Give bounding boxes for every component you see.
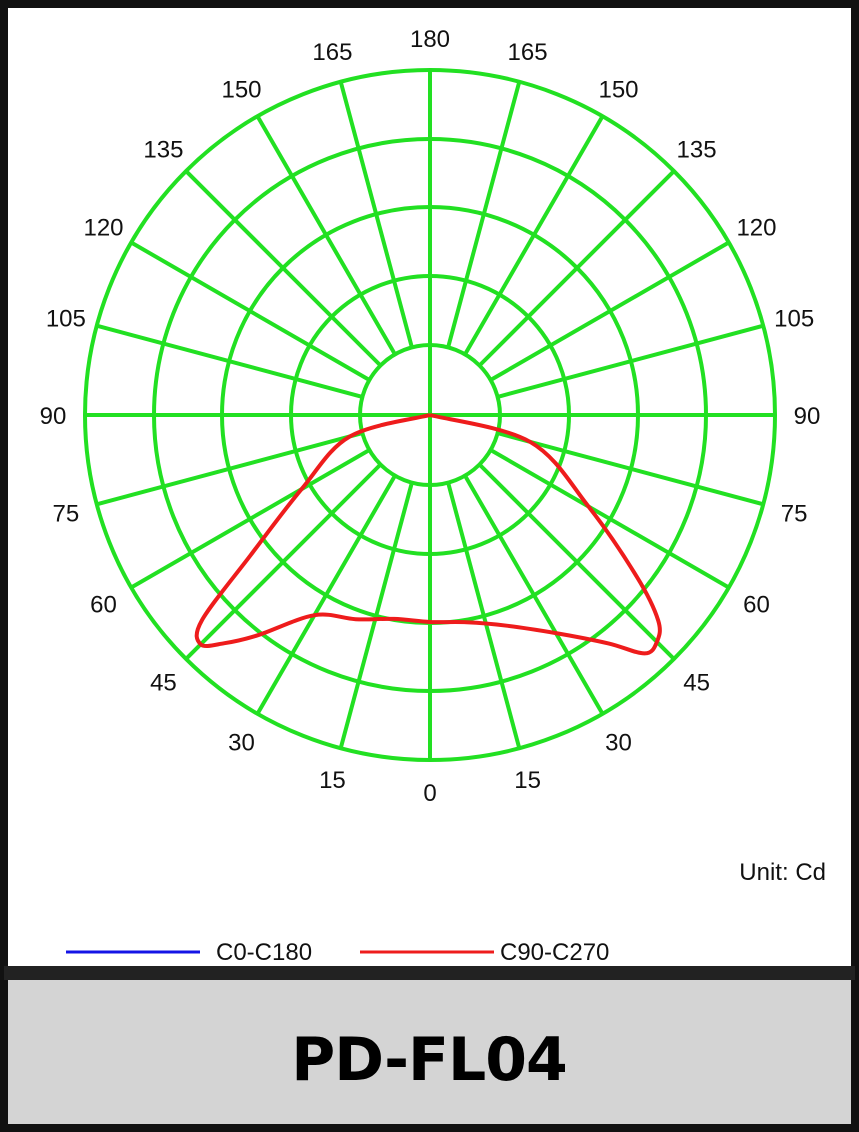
grid-spoke-345 bbox=[338, 482, 414, 749]
grid-spoke-135 bbox=[478, 169, 676, 367]
grid-spoke-210 bbox=[255, 115, 397, 356]
tick-label-left-15: 15 bbox=[319, 767, 346, 794]
grid-spoke-330 bbox=[255, 474, 397, 715]
series-layer bbox=[194, 413, 662, 656]
tick-label-left-105: 105 bbox=[46, 305, 86, 332]
product-code: PD-FL04 bbox=[291, 1025, 567, 1095]
tick-label-left-120: 120 bbox=[83, 215, 123, 242]
tick-label-right-75: 75 bbox=[781, 501, 808, 528]
tick-label-left-165: 165 bbox=[312, 39, 352, 66]
tick-label-right-30: 30 bbox=[605, 729, 632, 756]
tick-label-left-180: 180 bbox=[410, 26, 450, 53]
tick-label-right-90: 90 bbox=[794, 403, 821, 430]
grid-spoke-255 bbox=[96, 323, 363, 399]
grid-spoke-195 bbox=[338, 81, 414, 348]
grid-spoke-150 bbox=[463, 115, 605, 356]
label-panel bbox=[8, 980, 851, 1124]
grid-spoke-105 bbox=[497, 323, 764, 399]
grid-spoke-165 bbox=[446, 81, 522, 348]
grid-spoke-225 bbox=[184, 169, 382, 367]
series-curve-c90-c270 bbox=[194, 413, 662, 656]
grid-spoke-120 bbox=[489, 240, 730, 382]
grid-spoke-75 bbox=[497, 431, 764, 507]
legend-label-c90-c270: C90-C270 bbox=[500, 939, 609, 966]
polar-spokes bbox=[85, 70, 775, 760]
grid-spoke-315 bbox=[184, 463, 382, 661]
grid-spoke-300 bbox=[130, 448, 371, 590]
tick-label-right-165: 165 bbox=[508, 39, 548, 66]
legend: C0-C180 C90-C270 bbox=[66, 939, 609, 966]
grid-spoke-30 bbox=[463, 474, 605, 715]
tick-label-left-150: 150 bbox=[221, 77, 261, 104]
tick-label-left-30: 30 bbox=[228, 729, 255, 756]
grid-spoke-60 bbox=[489, 448, 730, 590]
tick-label-right-60: 60 bbox=[743, 592, 770, 619]
grid-spoke-240 bbox=[130, 240, 371, 382]
tick-label-left-0: 0 bbox=[423, 780, 436, 807]
tick-label-right-45: 45 bbox=[683, 670, 710, 697]
tick-label-right-105: 105 bbox=[774, 305, 814, 332]
tick-label-left-45: 45 bbox=[150, 670, 177, 697]
tick-label-left-60: 60 bbox=[90, 592, 117, 619]
unit-label: Unit: Cd bbox=[739, 859, 826, 886]
tick-label-left-135: 135 bbox=[143, 136, 183, 163]
grid-spoke-285 bbox=[96, 431, 363, 507]
tick-label-right-150: 150 bbox=[598, 77, 638, 104]
angle-tick-labels: 0 15 30 45 60 75 90 105 120 135 150 165 180 15 30 45 60 7… bbox=[40, 26, 821, 807]
tick-label-right-15: 15 bbox=[514, 767, 541, 794]
tick-label-right-135: 135 bbox=[677, 136, 717, 163]
tick-label-right-120: 120 bbox=[736, 215, 776, 242]
panel-divider bbox=[4, 966, 855, 980]
tick-label-left-90: 90 bbox=[40, 403, 67, 430]
grid-spoke-15 bbox=[446, 482, 522, 749]
legend-label-c0-c180: C0-C180 bbox=[216, 939, 312, 966]
tick-label-left-75: 75 bbox=[52, 501, 79, 528]
grid-spoke-45 bbox=[478, 463, 676, 661]
